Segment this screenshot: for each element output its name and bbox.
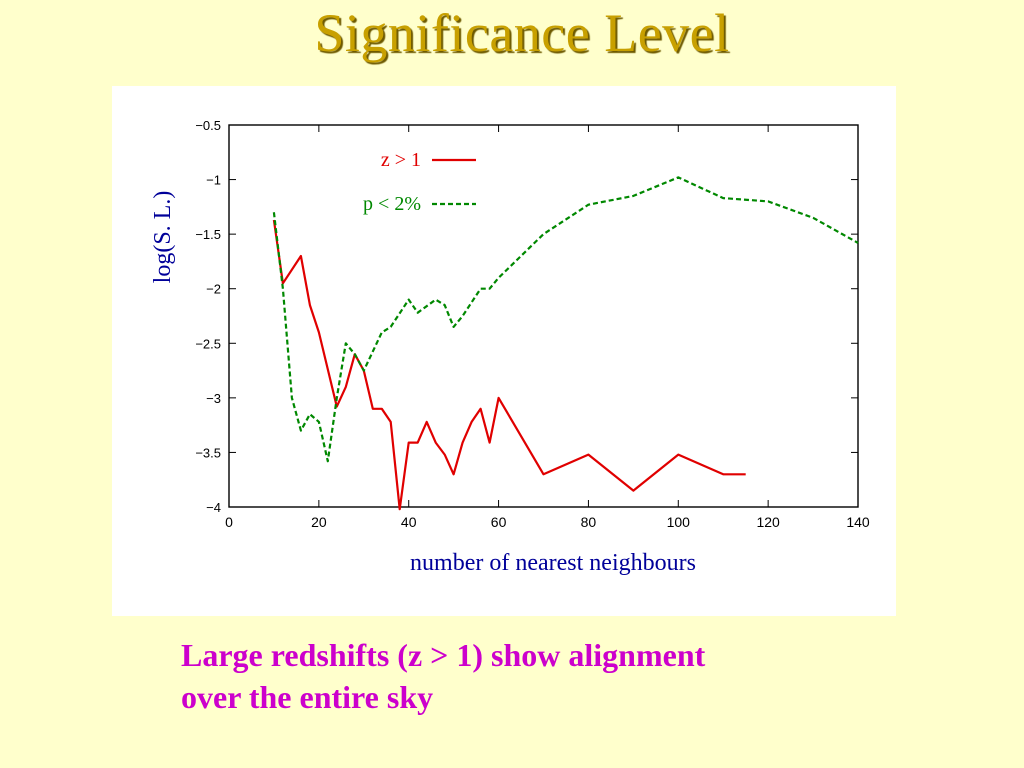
series-line-p-lt-2pct bbox=[272, 176, 859, 463]
x-tick-label: 100 bbox=[667, 514, 691, 530]
x-tick-label: 140 bbox=[846, 514, 870, 530]
series-line-z-gt-1 bbox=[272, 219, 746, 511]
legend: z > 1 p < 2% bbox=[363, 149, 476, 215]
y-axis-label: log(S. L.) bbox=[150, 191, 176, 284]
y-tick-label: −1 bbox=[206, 173, 221, 188]
plot-frame bbox=[228, 124, 859, 508]
chart-panel: 0 20 40 60 80 100 120 140 −0.5 −1 −1.5 −2 −2.5 −3 −3.… bbox=[112, 86, 896, 616]
y-tick-label: −2.5 bbox=[195, 336, 221, 351]
x-tick-label: 60 bbox=[491, 514, 507, 530]
y-tick-label: −3 bbox=[206, 391, 221, 406]
series-layer bbox=[272, 176, 859, 511]
caption-line-2: over the entire sky bbox=[181, 679, 434, 715]
legend-label: p < 2% bbox=[363, 193, 421, 215]
legend-label: z > 1 bbox=[381, 149, 421, 171]
y-axis: −0.5 −1 −1.5 −2 −2.5 −3 −3.5 −4 bbox=[195, 118, 858, 515]
x-tick-label: 0 bbox=[225, 514, 233, 530]
slide-caption: Large redshifts (z > 1) show alignment o… bbox=[181, 634, 881, 718]
line-chart: 0 20 40 60 80 100 120 140 −0.5 −1 −1.5 −2 −2.5 −3 −3.… bbox=[150, 118, 870, 576]
x-axis-label: number of nearest neighbours bbox=[410, 550, 696, 576]
y-tick-label: −4 bbox=[206, 500, 221, 515]
x-tick-label: 80 bbox=[581, 514, 597, 530]
x-tick-label: 40 bbox=[401, 514, 417, 530]
x-tick-label: 20 bbox=[311, 514, 327, 530]
y-tick-label: −2 bbox=[206, 282, 221, 297]
y-tick-label: −1.5 bbox=[195, 227, 221, 242]
y-tick-label: −0.5 bbox=[195, 118, 221, 133]
x-tick-label: 120 bbox=[756, 514, 780, 530]
caption-line-1: Large redshifts (z > 1) show alignment bbox=[181, 637, 706, 673]
x-axis: 0 20 40 60 80 100 120 140 bbox=[225, 125, 870, 530]
slide-title: Significance Level bbox=[314, 3, 730, 63]
y-tick-label: −3.5 bbox=[195, 445, 221, 460]
